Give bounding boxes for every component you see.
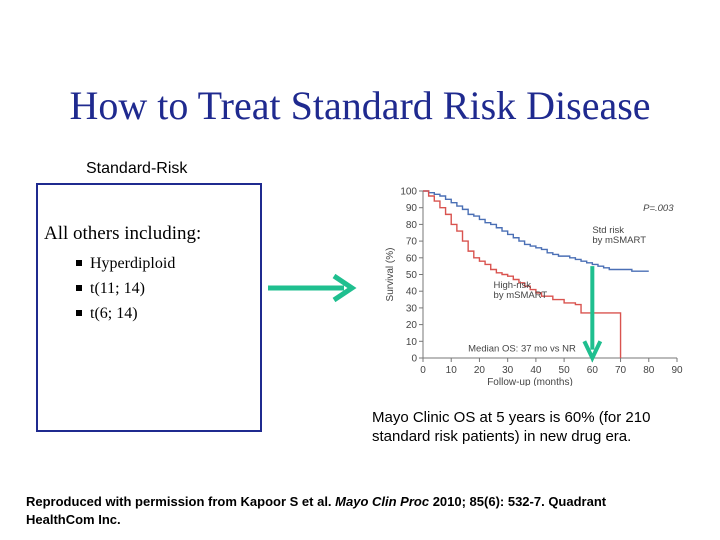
square-bullet-icon (76, 285, 82, 291)
right-arrow-head (332, 273, 357, 303)
high-risk-label: High-risk (494, 280, 532, 291)
list-item-text: t(6; 14) (90, 305, 138, 322)
down-arrow-icon (582, 340, 603, 363)
standard-risk-box: All others including: Hyperdiploid t(11;… (36, 183, 262, 432)
list-item: t(11; 14) (76, 276, 175, 301)
x-tick-label: 70 (615, 365, 627, 376)
y-tick-label: 60 (406, 253, 418, 264)
x-axis-label: Follow-up (months) (487, 377, 573, 386)
survival-note: Mayo Clinic OS at 5 years is 60% (for 21… (372, 409, 651, 445)
citation-text: Reproduced with permission from Kapoor S… (26, 494, 336, 509)
std-risk-label: Std risk (592, 225, 624, 236)
survival-chart: 0 10 20 30 40 50 60 70 80 90 100 0 10 20 30 40 50 60 70 80 9… (385, 187, 683, 387)
y-tick-label: 50 (406, 270, 418, 281)
high-risk-curve (423, 190, 622, 358)
y-tick-label: 70 (406, 237, 418, 248)
x-tick-label: 30 (502, 365, 514, 376)
y-tick-label: 90 (406, 203, 418, 214)
list-item: t(6; 14) (76, 301, 175, 326)
y-tick-label: 100 (400, 187, 417, 198)
citation-footer: Reproduced with permission from Kapoor S… (26, 493, 666, 529)
x-tick-label: 50 (559, 365, 571, 376)
group-heading: All others including: (44, 223, 202, 244)
y-tick-label: 80 (406, 220, 418, 231)
citation-journal: Mayo Clin Proc (335, 494, 430, 509)
right-arrow-icon (268, 273, 357, 303)
y-tick-label: 40 (406, 287, 418, 298)
x-tick-label: 60 (587, 365, 599, 376)
y-tick-label: 20 (406, 320, 418, 331)
x-tick-label: 20 (474, 365, 486, 376)
x-tick-label: 10 (446, 365, 458, 376)
std-risk-curve (423, 190, 649, 272)
x-tick-label: 90 (671, 365, 683, 376)
square-bullet-icon (76, 310, 82, 316)
p-value-label: P=.003 (643, 203, 674, 214)
x-tick-label: 0 (420, 365, 426, 376)
y-tick-label: 30 (406, 303, 418, 314)
y-tick-label: 0 (411, 354, 417, 365)
square-bullet-icon (76, 260, 82, 266)
standard-risk-label: Standard-Risk (86, 160, 188, 177)
high-risk-label-sub: by mSMART (494, 290, 548, 301)
list-item: Hyperdiploid (76, 251, 175, 276)
list-item-text: Hyperdiploid (90, 255, 176, 272)
x-tick-label: 80 (643, 365, 655, 376)
citation-details: 2010; 85(6): 532-7. Quadrant HealthCom I… (26, 494, 607, 527)
slide-title: How to Treat Standard Risk Disease (69, 83, 651, 128)
list-item-text: t(11; 14) (90, 280, 145, 297)
median-os-label: Median OS: 37 mo vs NR (468, 343, 576, 354)
y-axis-label: Survival (%) (385, 248, 396, 302)
group-list: Hyperdiploid t(11; 14) t(6; 14) (76, 251, 175, 326)
std-risk-label-sub: by mSMART (592, 235, 646, 246)
x-tick-label: 40 (530, 365, 542, 376)
y-tick-label: 10 (406, 337, 418, 348)
